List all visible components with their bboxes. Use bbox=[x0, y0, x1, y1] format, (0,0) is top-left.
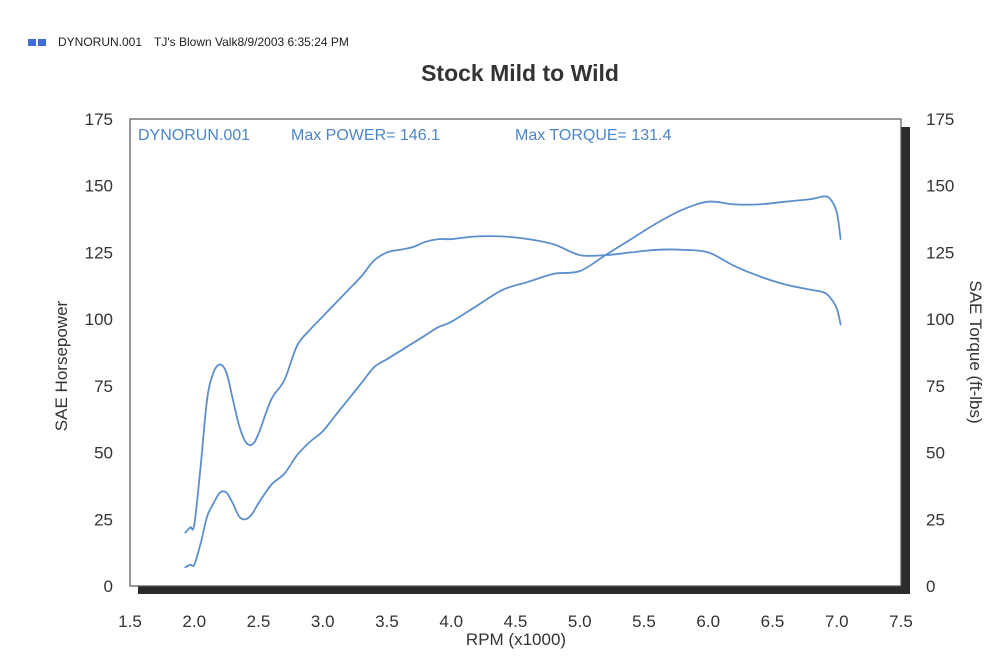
x-tick-label: 3.0 bbox=[311, 612, 335, 631]
y2-tick-label: 125 bbox=[926, 243, 954, 262]
frame-shadow-right bbox=[901, 127, 910, 594]
torque-series-line bbox=[184, 235, 842, 534]
annotation-run: DYNORUN.001 bbox=[138, 127, 250, 144]
horsepower-series-line bbox=[184, 195, 842, 569]
x-tick-label: 7.0 bbox=[825, 612, 849, 631]
y2-tick-label: 100 bbox=[926, 310, 954, 329]
chart-header: DYNORUN.001 TJ's Blown Valk8/9/2003 6:35… bbox=[28, 35, 349, 49]
x-tick-label: 4.5 bbox=[504, 612, 528, 631]
y2-tick-label: 25 bbox=[926, 510, 945, 529]
y-axis-label: SAE Horsepower bbox=[52, 300, 71, 431]
y-tick-label: 175 bbox=[85, 110, 113, 129]
y-tick-label: 25 bbox=[94, 510, 113, 529]
annotation-max-torque: Max TORQUE= 131.4 bbox=[515, 127, 671, 144]
y2-tick-label: 175 bbox=[926, 110, 954, 129]
y-tick-label: 75 bbox=[94, 377, 113, 396]
run-description: TJ's Blown Valk8/9/2003 6:35:24 PM bbox=[154, 35, 349, 49]
y-axis-ticks: 0 25 50 75 100 125 150 175 bbox=[85, 110, 113, 596]
run-label: DYNORUN.001 bbox=[58, 35, 143, 49]
y-tick-label: 150 bbox=[85, 177, 113, 196]
legend-swatch-icon bbox=[28, 38, 36, 46]
annotation-max-power: Max POWER= 146.1 bbox=[291, 127, 440, 144]
y2-axis-ticks: 0 25 50 75 100 125 150 175 bbox=[926, 110, 954, 596]
x-axis-ticks: 1.5 2.0 2.5 3.0 3.5 4.0 4.5 5.0 5.5 6.0 6.5 7.0 7.5 bbox=[118, 612, 913, 631]
x-tick-label: 6.0 bbox=[696, 612, 720, 631]
x-tick-label: 6.5 bbox=[761, 612, 785, 631]
frame-shadow-bottom bbox=[138, 586, 910, 594]
y2-tick-label: 0 bbox=[926, 577, 935, 596]
series-group bbox=[184, 195, 842, 569]
x-tick-label: 5.5 bbox=[632, 612, 656, 631]
y-tick-label: 0 bbox=[104, 577, 113, 596]
y2-axis-label: SAE Torque (ft-lbs) bbox=[966, 280, 985, 423]
x-tick-label: 2.5 bbox=[247, 612, 271, 631]
y2-tick-label: 75 bbox=[926, 377, 945, 396]
y-tick-label: 125 bbox=[85, 243, 113, 262]
x-tick-label: 3.5 bbox=[375, 612, 399, 631]
x-axis-label: RPM (x1000) bbox=[466, 630, 566, 649]
x-tick-label: 4.0 bbox=[439, 612, 463, 631]
x-tick-label: 2.0 bbox=[182, 612, 206, 631]
x-tick-label: 5.0 bbox=[568, 612, 592, 631]
chart-title: Stock Mild to Wild bbox=[421, 60, 619, 86]
y-tick-label: 100 bbox=[85, 310, 113, 329]
y2-tick-label: 50 bbox=[926, 444, 945, 463]
x-tick-label: 7.5 bbox=[889, 612, 913, 631]
y-tick-label: 50 bbox=[94, 444, 113, 463]
plot-frame bbox=[129, 118, 902, 587]
x-tick-label: 1.5 bbox=[118, 612, 142, 631]
legend-swatch-icon bbox=[38, 38, 46, 46]
y2-tick-label: 150 bbox=[926, 177, 954, 196]
